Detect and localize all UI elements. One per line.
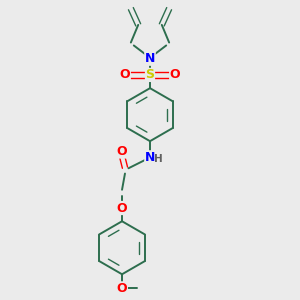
Text: H: H (154, 154, 163, 164)
Text: O: O (170, 68, 180, 81)
Text: O: O (117, 202, 127, 214)
Text: N: N (145, 151, 155, 164)
Text: O: O (117, 282, 127, 295)
Text: S: S (146, 68, 154, 81)
Text: N: N (145, 52, 155, 65)
Text: O: O (117, 145, 127, 158)
Text: O: O (120, 68, 130, 81)
